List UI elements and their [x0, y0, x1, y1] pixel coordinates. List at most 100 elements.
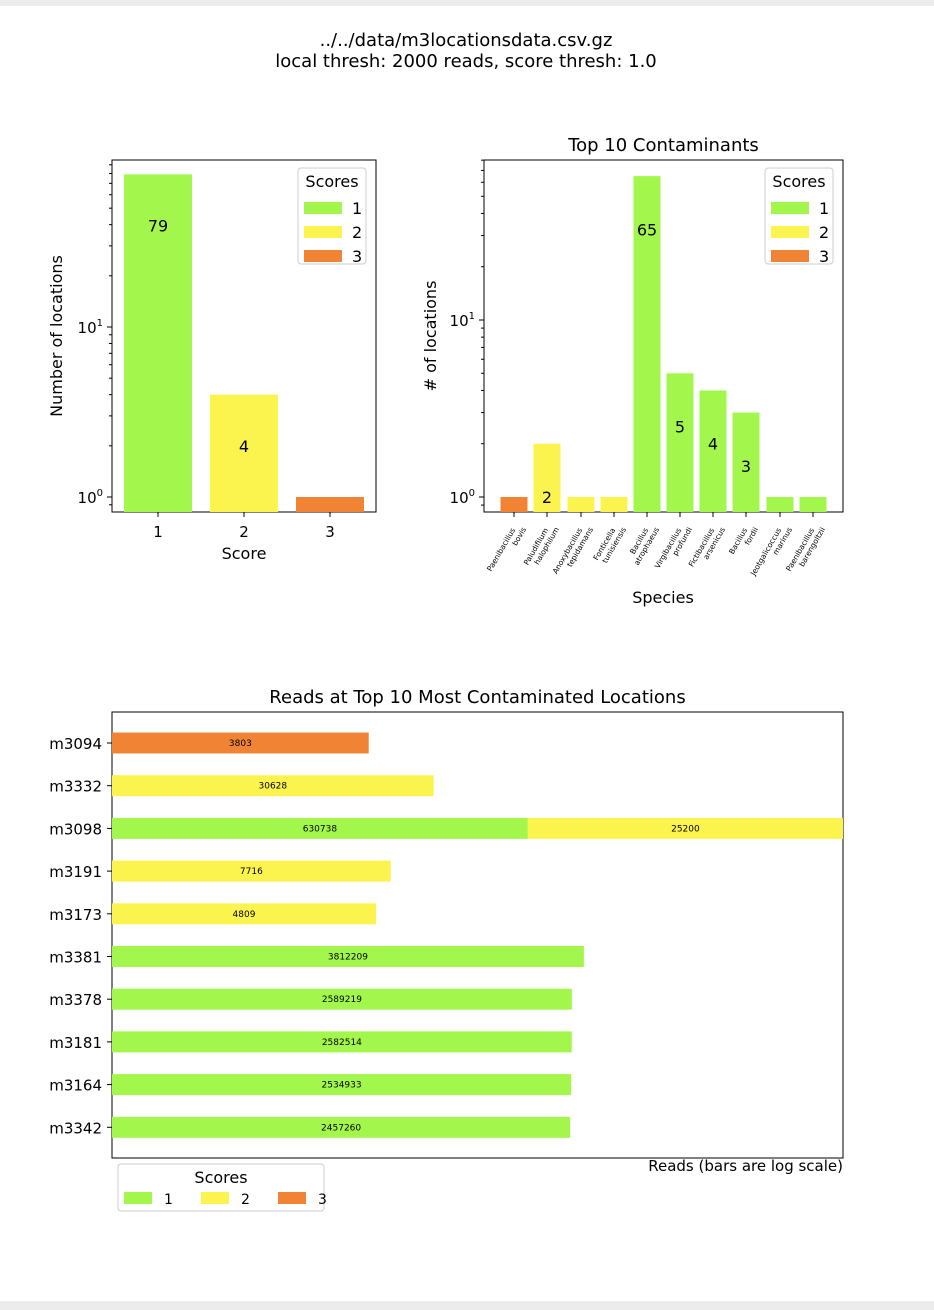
chart3-bar-segment: [112, 817, 528, 839]
legend-label-2: 2: [241, 1192, 250, 1208]
chart1-xtick-label: 3: [325, 523, 335, 541]
chart3-bar-segment: [112, 903, 377, 925]
chart3-ytick-label: m3181: [49, 1034, 102, 1052]
chart3-ytick-label: m3098: [49, 820, 102, 838]
chart3-ytick-label: m3378: [49, 991, 102, 1009]
chart3-data-label: 2534933: [322, 1081, 362, 1091]
chart2-bar: [567, 497, 595, 512]
chart3-data-label: 630738: [303, 824, 338, 834]
chart3-bar-segment: [112, 1074, 572, 1096]
chart2-bar: [633, 176, 661, 513]
chart3-data-label: 25200: [671, 824, 700, 834]
legend-swatch-1: [304, 202, 342, 214]
chart3-ytick-label: m3342: [49, 1119, 102, 1137]
chart1-bar: [210, 394, 278, 512]
chart3-data-label: 30628: [259, 782, 288, 792]
legend-label-3: 3: [352, 247, 362, 266]
chart2-bar: [533, 443, 561, 512]
chart3-bar-segment: [112, 775, 434, 797]
chart2-data-label: 65: [637, 220, 657, 239]
chart2-axes-frame: [483, 159, 844, 513]
chart2-xtick-label: Fictibacillusarsenicus: [687, 521, 727, 573]
legend-swatch-3: [771, 250, 809, 262]
legend-box: [297, 167, 367, 265]
chart3-bar-segment: [112, 946, 584, 967]
chart1-ytick-label: 100: [78, 488, 103, 507]
legend-swatch-1: [124, 1192, 152, 1204]
chart2-data-label: 4: [708, 435, 718, 454]
legend-box: [764, 167, 834, 265]
legend-label-2: 2: [819, 223, 829, 242]
window-bottom-bar: [0, 1301, 934, 1310]
legend-swatch-3: [278, 1192, 306, 1204]
chart3-bar-segment: [527, 817, 843, 839]
chart2-data-label: 2: [542, 488, 552, 507]
chart3-bar-segment: [112, 1116, 571, 1138]
window-top-bar: [0, 0, 934, 6]
legend-swatch-2: [201, 1192, 229, 1204]
legend-label-1: 1: [352, 199, 362, 218]
chart2-bar: [600, 497, 628, 512]
chart2-title: Top 10 Contaminants: [567, 135, 759, 156]
chart1-bar: [124, 174, 192, 513]
chart2-bar: [500, 497, 528, 512]
chart2-ytick-label: 101: [450, 311, 475, 330]
chart3-bar-segment: [112, 1031, 572, 1053]
chart1-xlabel: Score: [222, 544, 267, 563]
chart2-ylabel: # of locations: [421, 281, 440, 392]
legend-swatch-3: [304, 250, 342, 262]
legend-title: Scores: [305, 172, 358, 191]
chart3-bar-segment: [112, 988, 572, 1010]
chart3-bar-segment: [112, 732, 369, 754]
chart3-ytick-label: m3191: [49, 863, 102, 881]
chart3-data-label: 4809: [233, 910, 256, 920]
chart2-data-label: 3: [741, 457, 751, 476]
chart2-xtick-label: Paenibacillusbovis: [485, 521, 528, 577]
chart2-ytick-label: 100: [450, 488, 475, 507]
chart3-ytick-label: m3381: [49, 949, 102, 967]
chart2-bar: [799, 497, 827, 512]
chart2-bar: [766, 497, 794, 512]
legend-title: Scores: [772, 172, 825, 191]
chart2-xlabel: Species: [632, 588, 694, 607]
chart2-xtick-label: Bacillusfordii: [727, 521, 760, 560]
legend-label-1: 1: [164, 1192, 173, 1208]
figure-title-line2: local thresh: 2000 reads, score thresh: …: [275, 51, 657, 72]
chart1-ytick-label: 101: [78, 318, 103, 337]
chart2-xtick-label: Fonticellatunisiensis: [591, 521, 628, 566]
chart3-data-label: 2589219: [322, 995, 362, 1005]
chart3-data-label: 2582514: [322, 1038, 362, 1048]
chart3-title: Reads at Top 10 Most Contaminated Locati…: [269, 687, 685, 708]
legend-box: [117, 1163, 325, 1212]
chart3-data-label: 3803: [229, 739, 252, 749]
chart3-bar-segment: [112, 860, 391, 882]
chart1-ylabel: Number of locations: [47, 255, 66, 417]
legend-label-3: 3: [819, 247, 829, 266]
chart3-ytick-label: m3173: [49, 906, 102, 924]
legend-swatch-2: [304, 226, 342, 238]
chart1-data-label: 4: [239, 437, 249, 456]
chart1-data-label: 79: [148, 217, 168, 236]
chart3-data-label: 3812209: [328, 953, 368, 963]
chart3-xlabel: Reads (bars are log scale): [648, 1157, 843, 1175]
chart1-bar: [296, 497, 364, 512]
chart3-ytick-label: m3332: [49, 778, 102, 796]
chart2-data-label: 5: [675, 418, 685, 437]
legend-title: Scores: [194, 1168, 247, 1187]
legend-label-1: 1: [819, 199, 829, 218]
legend-swatch-2: [771, 226, 809, 238]
legend-swatch-1: [771, 202, 809, 214]
chart3-data-label: 7716: [240, 867, 263, 877]
chart3-ytick-label: m3164: [49, 1077, 102, 1095]
chart2-bar: [732, 412, 760, 512]
chart1-xtick-label: 2: [239, 523, 249, 541]
chart3-axes-frame: [111, 711, 844, 1159]
chart1-xtick-label: 1: [153, 523, 163, 541]
chart2-bar: [699, 390, 727, 512]
legend-label-2: 2: [352, 223, 362, 242]
chart3-data-label: 2457260: [321, 1123, 361, 1133]
chart2-bar: [666, 373, 694, 512]
figure-title-line1: ../../data/m3locationsdata.csv.gz: [320, 30, 613, 51]
legend-label-3: 3: [318, 1192, 327, 1208]
